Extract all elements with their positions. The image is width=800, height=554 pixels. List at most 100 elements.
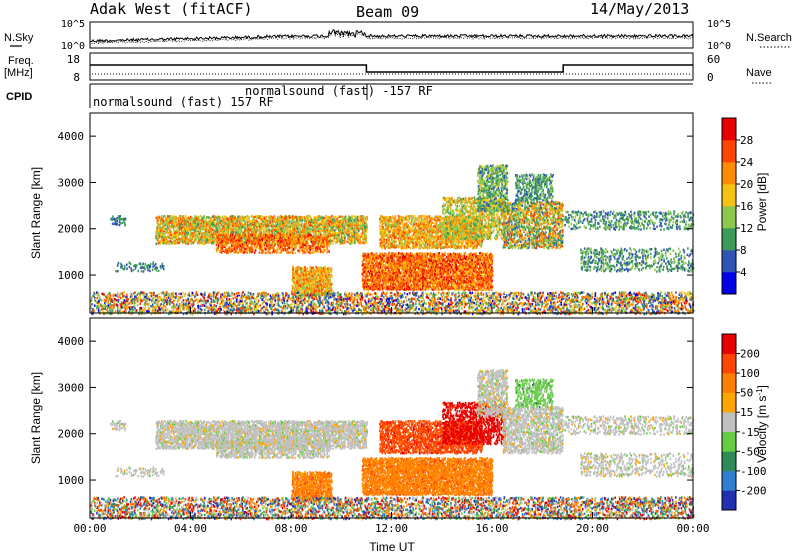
power-cell [290,217,292,219]
power-cell [223,243,225,245]
power-cell [282,239,284,241]
power-cell [247,219,249,221]
power-cell [340,239,342,241]
power-cell [244,219,246,221]
power-cell [216,234,218,236]
power-cell [317,234,319,236]
power-cell [219,231,221,233]
power-cell [191,223,193,225]
power-cell [289,215,291,217]
power-cell [304,241,306,243]
power-cell [176,217,178,219]
power-cell [307,284,309,286]
power-cell [326,240,328,242]
power-cell [179,223,181,225]
power-cell [324,217,326,219]
power-cell [226,226,228,228]
power-cell [257,230,259,232]
power-cell [304,266,306,268]
power-cell [322,240,324,242]
power-cell [297,234,299,236]
power-cell [366,223,368,225]
power-cell [302,268,304,270]
power-cell [249,240,251,242]
power-cell [213,231,215,233]
power-cell [293,271,295,273]
power-cell [210,217,212,219]
power-cell [306,282,308,284]
power-cell [286,237,288,239]
power-cell [234,216,236,218]
power-cell [307,225,309,227]
power-cell [242,243,244,245]
power-cell [358,219,360,221]
power-cell [293,277,295,279]
power-cell [240,219,242,221]
power-cell [319,215,321,217]
power-cell [263,250,265,252]
power-cell [292,252,294,254]
beam-title: Beam 09 [356,3,419,21]
power-cell [338,226,340,228]
power-cell [326,251,328,253]
power-cell [364,217,366,219]
power-cell [235,234,237,236]
power-cell [237,248,239,250]
power-cell [226,244,228,246]
power-cell [232,240,234,242]
power-cell [181,226,183,228]
power-cell [302,216,304,218]
power-cell [269,242,271,244]
noise-tick-right-top: 10^5 [707,19,731,30]
power-cell [164,239,166,241]
power-cell [306,248,308,250]
power-cell [235,231,237,233]
power-cell [256,240,258,242]
power-cell [257,240,259,242]
power-cell [360,241,362,243]
power-cell [334,229,336,231]
power-cell [330,240,332,242]
power-cell [229,219,231,221]
power-cell [236,250,238,252]
power-cell [312,241,314,243]
power-cell [317,236,319,238]
power-cell [299,236,301,238]
power-cell [272,242,274,244]
power-cell [352,218,354,220]
power-cell [319,236,321,238]
power-cell [208,242,210,244]
power-cell [240,235,242,237]
power-cell [297,272,299,274]
power-cell [251,238,253,240]
power-cell [166,228,168,230]
power-cell [256,220,258,222]
power-cell [268,237,270,239]
power-cell [345,232,347,234]
power-cell [263,228,265,230]
power-cell [310,215,312,217]
power-cell [217,229,219,231]
power-cell [249,221,251,223]
power-cell [296,238,298,240]
power-cell [303,279,305,281]
power-cell [355,216,357,218]
power-cell [336,232,338,234]
power-cell [251,234,253,236]
power-cell [314,228,316,230]
power-cell [185,215,187,217]
power-cell [257,243,259,245]
power-cell [298,223,300,225]
power-cell [237,251,239,253]
power-cell [261,232,263,234]
power-cell [275,236,277,238]
power-cell [247,239,249,241]
power-cell [293,281,295,283]
power-cell [304,247,306,249]
power-cell [264,244,266,246]
power-cell [183,215,185,217]
power-cell [269,252,271,254]
power-cell [309,238,311,240]
power-cell [182,229,184,231]
